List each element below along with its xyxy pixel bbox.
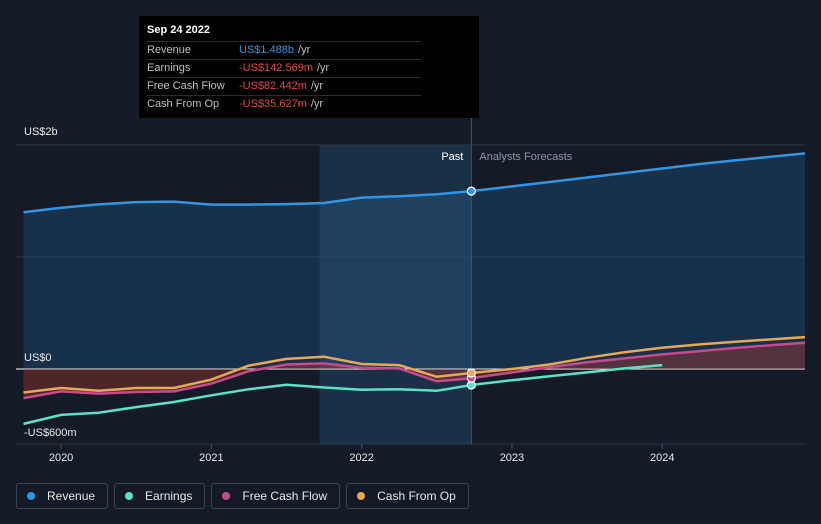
legend-dot-icon [222,492,231,500]
legend-item-earnings[interactable]: Earnings [114,483,206,509]
tooltip-row-cash-from-op: Cash From Op -US$35.627m /yr [147,95,421,113]
revenue-area [23,153,805,369]
chart-canvas: US$2b US$0 -US$600m Past Analysts Foreca… [16,118,806,464]
series-line-revenue [23,152,806,214]
forecast-label: Analysts Forecasts [479,151,572,163]
tooltip-value: -US$82.442m [239,80,307,92]
y-axis-bottom-label: -US$600m [24,427,77,439]
tooltip-unit: /yr [298,44,311,56]
legend-dot-icon [357,492,366,500]
legend-item-free-cash-flow[interactable]: Free Cash Flow [211,483,341,509]
series-line-earnings [23,363,663,426]
tooltip-date: Sep 24 2022 [147,24,210,36]
tooltip-label: Cash From Op [147,98,220,110]
marker-revenue [466,186,476,196]
tooltip-row-earnings: Earnings -US$142.569m /yr [147,59,421,77]
tooltip-value: -US$142.569m [239,62,313,74]
tooltip-unit: /yr [310,98,324,110]
x-tick-label: 2021 [199,452,223,464]
series-line-cash-from-op [23,335,806,394]
y-axis-top-label: US$2b [24,126,58,138]
legend-item-revenue[interactable]: Revenue [16,483,109,509]
tooltip-label: Earnings [147,62,191,74]
tooltip-value: US$1.488b [239,44,295,56]
tooltip-value: -US$35.627m [239,98,307,110]
y-axis-zero-label: US$0 [24,352,52,364]
tooltip-unit: /yr [310,80,324,92]
past-label: Past [441,151,463,163]
legend-item-cash-from-op[interactable]: Cash From Op [346,483,469,509]
legend: Revenue Earnings Free Cash Flow Cash Fro… [16,483,469,509]
legend-label: Earnings [145,489,193,503]
tooltip-unit: /yr [317,62,330,74]
x-tick-label: 2024 [650,452,674,464]
tooltip-label: Free Cash Flow [147,80,225,92]
tooltip: Sep 24 2022 Revenue US$1.488b /yr Earnin… [139,16,479,118]
tooltip-row-free-cash-flow: Free Cash Flow -US$82.442m /yr [147,77,421,95]
tooltip-row-revenue: Revenue US$1.488b /yr [147,41,421,59]
legend-label: Revenue [47,489,96,503]
legend-label: Cash From Op [377,489,456,503]
x-tick-label: 2022 [349,452,373,464]
legend-label: Free Cash Flow [242,489,328,503]
legend-dot-icon [125,492,134,500]
legend-dot-icon [27,492,35,500]
x-tick-label: 2020 [49,452,73,464]
past-highlight-region [319,145,472,444]
tooltip-label: Revenue [147,44,192,56]
series-line-free-cash-flow [23,341,806,400]
x-tick-label: 2023 [500,452,524,464]
marker-cash-from-op [466,368,476,378]
